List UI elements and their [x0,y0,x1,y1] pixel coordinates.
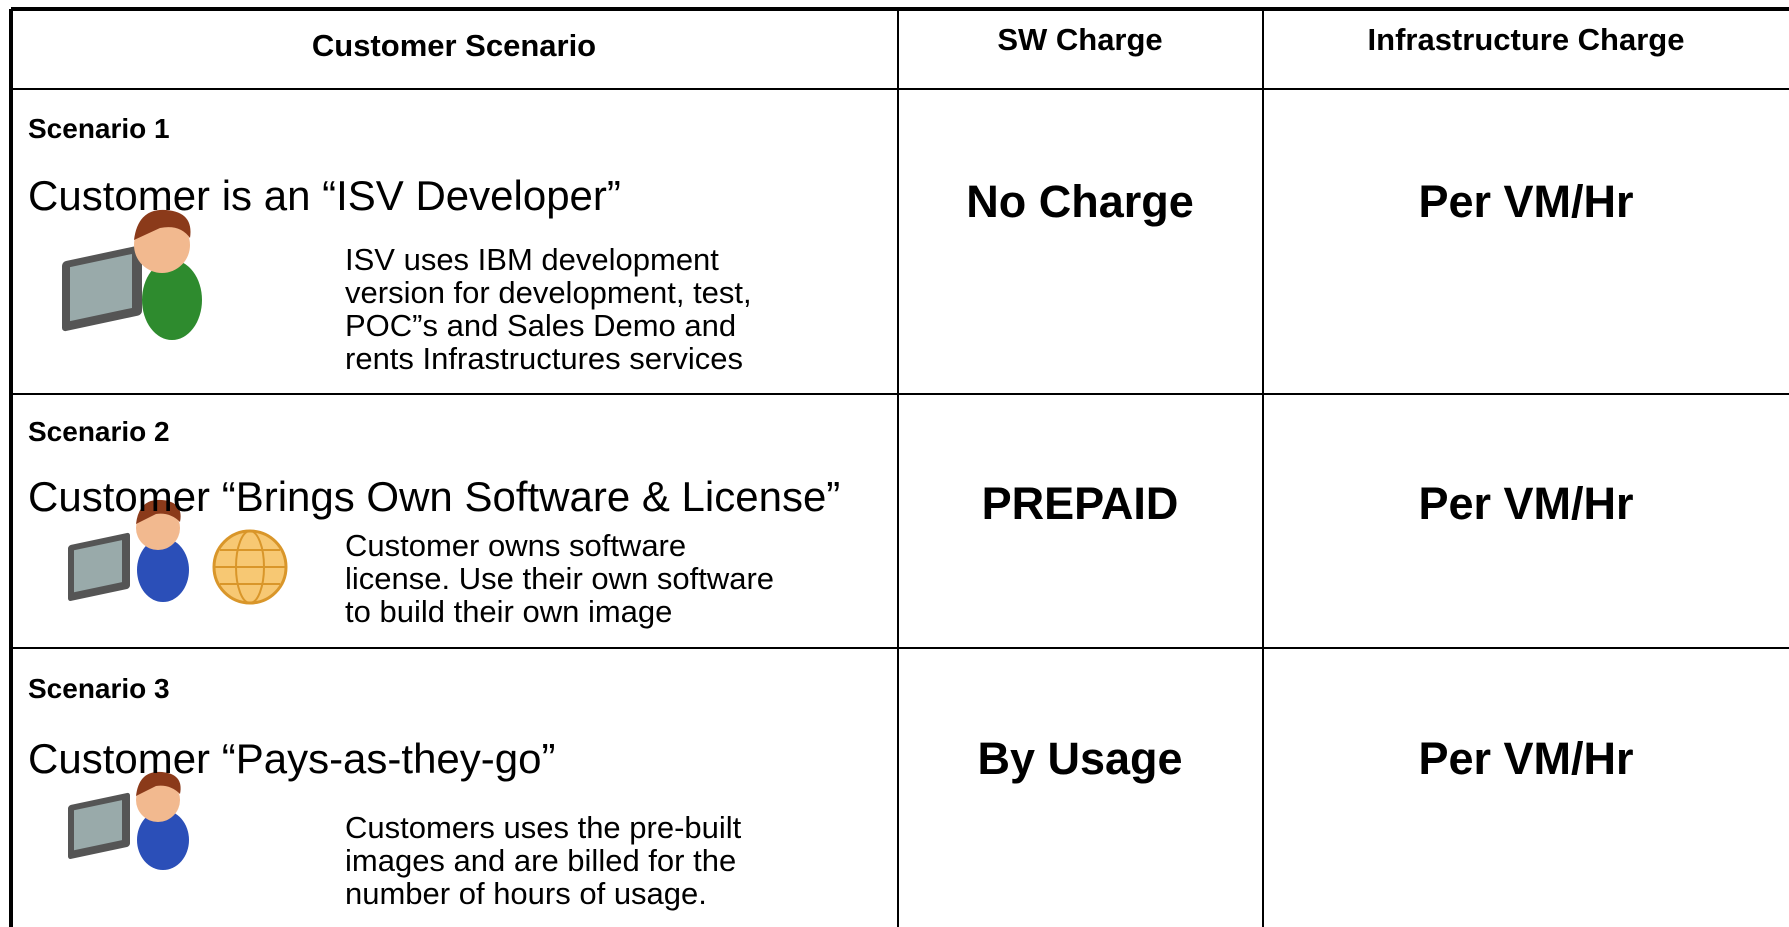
scenario-description: POC”s and Sales Demo and [345,308,737,343]
scenario-description: rents Infrastructures services [345,341,743,376]
customer-icon [68,771,189,870]
scenario-title: Customer “Brings Own Software & License” [28,473,841,520]
column-header: SW Charge [997,22,1163,57]
scenario-label: Scenario 3 [28,673,170,704]
scenario-description: ISV uses IBM development [345,242,719,277]
infrastructure-charge: Per VM/Hr [1418,478,1634,529]
infrastructure-charge: Per VM/Hr [1418,176,1634,227]
sw-charge: PREPAID [981,478,1179,529]
scenario-label: Scenario 1 [28,113,170,144]
infrastructure-charge: Per VM/Hr [1418,733,1634,784]
globe-icon [212,529,288,605]
scenario-description: license. Use their own software [345,561,775,596]
scenario-description: version for development, test, [345,275,752,310]
scenario-description: Customer owns software [345,528,687,563]
sw-charge: By Usage [977,733,1183,784]
scenario-description: to build their own image [345,594,673,629]
scenario-label: Scenario 2 [28,416,170,447]
scenario-description: Customers uses the pre-built [345,810,742,845]
scenario-title: Customer “Pays-as-they-go” [28,735,556,782]
column-header: Infrastructure Charge [1367,22,1685,57]
scenario-title: Customer is an “ISV Developer” [28,172,621,219]
developer-icon [62,209,202,340]
scenario-description: images and are billed for the [345,843,737,878]
customer-icon [68,499,189,602]
scenario-description: number of hours of usage. [345,876,707,911]
sw-charge: No Charge [966,176,1194,227]
column-header: Customer Scenario [311,28,597,63]
